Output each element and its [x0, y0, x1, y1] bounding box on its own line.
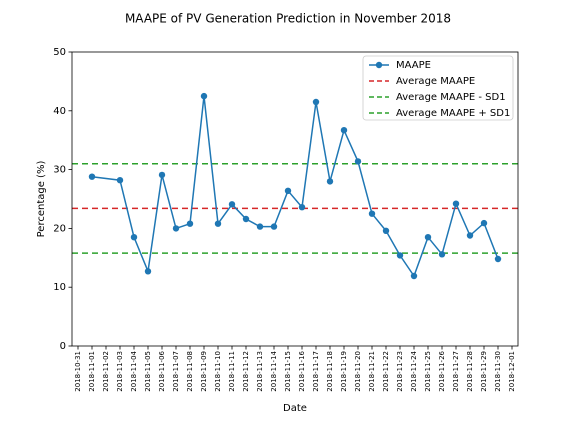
maape-data-point	[228, 201, 236, 208]
maape-data-point	[186, 220, 194, 227]
maape-data-point	[480, 219, 488, 227]
x-tick-label: 2018-11-06	[158, 350, 166, 391]
legend-label: Average MAAPE + SD1	[396, 108, 510, 119]
maape-data-point	[494, 255, 502, 263]
x-tick-label: 2018-11-01	[88, 351, 96, 392]
y-axis-label: Percentage (%)	[36, 161, 47, 238]
x-tick-label: 2018-11-09	[200, 351, 208, 392]
x-tick-label: 2018-11-14	[270, 350, 278, 391]
x-tick-label: 2018-11-20	[354, 351, 362, 392]
x-tick-label: 2018-11-08	[186, 351, 194, 392]
y-tick-label: 30	[53, 165, 66, 176]
maape-data-point	[368, 210, 376, 217]
legend-label: Average MAAPE	[396, 76, 475, 87]
legend-box	[362, 55, 514, 121]
maape-data-point	[438, 251, 446, 258]
x-tick-label: 2018-11-28	[466, 351, 474, 392]
maape-data-point	[158, 171, 166, 179]
x-axis-ticks: 2018-10-31 2018-11-01 2018-11-02 2018-11-03…	[74, 346, 516, 392]
x-tick-label: 2018-11-16	[298, 350, 306, 391]
legend-swatch-marker	[375, 61, 383, 69]
plot-area	[72, 92, 518, 280]
x-tick-label: 2018-11-24	[410, 350, 418, 391]
maape-data-point	[326, 178, 334, 185]
chart-title: MAAPE of PV Generation Prediction in Nov…	[125, 12, 451, 26]
maape-data-point	[298, 204, 306, 211]
legend: MAAPE Average MAAPE Average MAAPE - SD1 Ave…	[362, 55, 514, 121]
x-tick-label: 2018-11-21	[368, 351, 376, 392]
y-axis-ticks: 0 10 20 30 40 50	[53, 47, 72, 352]
x-tick-label: 2018-11-12	[242, 351, 250, 392]
x-tick-label: 2018-11-05	[144, 351, 152, 392]
legend-label: Average MAAPE - SD1	[396, 92, 506, 103]
x-tick-label: 2018-10-31	[74, 351, 82, 392]
x-tick-label: 2018-11-30	[494, 351, 502, 392]
maape-data-point	[200, 92, 208, 100]
x-tick-label: 2018-11-10	[214, 351, 222, 392]
maape-data-point	[354, 158, 362, 165]
maape-data-point	[130, 234, 138, 241]
y-tick-label: 50	[53, 47, 66, 58]
x-tick-label: 2018-11-03	[116, 351, 124, 392]
y-tick-label: 10	[53, 282, 66, 293]
x-tick-label: 2018-11-25	[424, 351, 432, 392]
maape-data-point	[116, 177, 124, 184]
x-tick-label: 2018-11-19	[340, 351, 348, 392]
maape-data-point	[144, 268, 152, 275]
y-tick-label: 40	[53, 106, 66, 117]
x-tick-label: 2018-11-17	[312, 351, 320, 392]
x-tick-label: 2018-11-11	[228, 351, 236, 392]
x-tick-label: 2018-11-13	[256, 351, 264, 392]
maape-series-line	[91, 96, 499, 278]
plot-frame	[71, 51, 519, 347]
maape-data-point	[382, 227, 390, 234]
maape-data-point	[452, 200, 460, 207]
x-tick-label: 2018-11-02	[102, 351, 110, 392]
maape-data-point	[312, 98, 320, 106]
x-tick-label: 2018-12-01	[508, 351, 516, 392]
maape-data-point	[396, 252, 404, 259]
maape-data-point	[172, 225, 180, 232]
x-axis-label: Date	[283, 403, 307, 414]
maape-data-point	[424, 234, 432, 241]
x-tick-label: 2018-11-22	[382, 351, 390, 392]
x-tick-label: 2018-11-27	[452, 351, 460, 392]
y-tick-label: 0	[60, 341, 66, 352]
maape-data-point	[410, 272, 418, 280]
x-tick-label: 2018-11-15	[284, 351, 292, 392]
maape-data-point	[340, 127, 348, 134]
maape-data-point	[270, 223, 278, 230]
maape-data-point	[242, 215, 250, 223]
maape-data-point	[88, 173, 96, 180]
y-tick-label: 20	[53, 223, 66, 234]
x-tick-label: 2018-11-07	[172, 351, 180, 392]
x-tick-label: 2018-11-23	[396, 351, 404, 392]
legend-label: MAAPE	[396, 60, 431, 71]
maape-data-point	[214, 220, 222, 227]
x-tick-label: 2018-11-29	[480, 351, 488, 392]
x-tick-label: 2018-11-26	[438, 350, 446, 391]
maape-data-point	[284, 187, 292, 194]
x-tick-label: 2018-11-04	[130, 350, 138, 391]
maape-data-point	[256, 223, 264, 230]
x-tick-label: 2018-11-18	[326, 351, 334, 392]
maape-data-point	[466, 232, 474, 239]
